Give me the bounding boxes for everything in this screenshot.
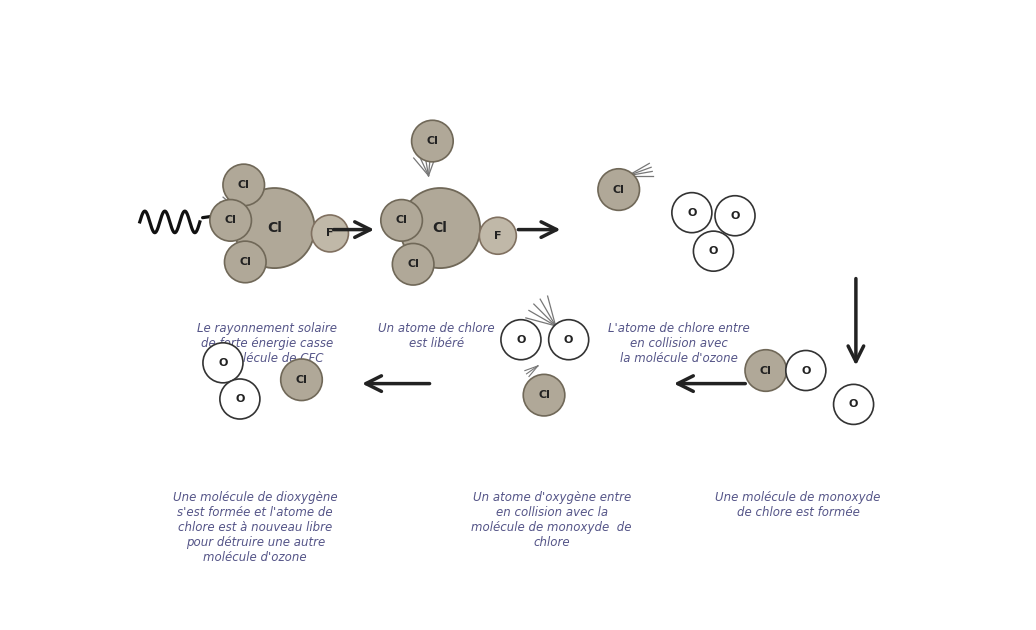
Circle shape xyxy=(234,188,315,268)
Text: Cl: Cl xyxy=(612,185,625,195)
Circle shape xyxy=(381,200,423,241)
Circle shape xyxy=(225,241,266,283)
Circle shape xyxy=(210,200,252,241)
Text: O: O xyxy=(516,335,525,345)
Circle shape xyxy=(745,350,786,391)
Circle shape xyxy=(400,188,480,268)
Text: F: F xyxy=(326,229,334,238)
Text: Le rayonnement solaire
de forte énergie casse
la molécule de CFC: Le rayonnement solaire de forte énergie … xyxy=(197,322,337,365)
Circle shape xyxy=(220,379,260,419)
Text: O: O xyxy=(219,358,228,368)
Text: Un atome d'oxygène entre
en collision avec la
molécule de monoxyde  de
chlore: Un atome d'oxygène entre en collision av… xyxy=(471,491,632,549)
Text: Cl: Cl xyxy=(239,257,251,267)
Text: Un atome de chlore
est libéré: Un atome de chlore est libéré xyxy=(378,322,494,350)
Text: Cl: Cl xyxy=(407,260,420,269)
Text: Cl: Cl xyxy=(225,215,236,226)
Text: Cl: Cl xyxy=(295,375,308,385)
Circle shape xyxy=(312,215,348,252)
Text: O: O xyxy=(687,208,696,217)
Circle shape xyxy=(411,120,453,162)
Circle shape xyxy=(281,359,322,401)
Text: O: O xyxy=(235,394,244,404)
Text: Cl: Cl xyxy=(538,390,550,400)
Circle shape xyxy=(715,196,755,236)
Circle shape xyxy=(480,217,516,255)
Text: O: O xyxy=(709,246,718,256)
Text: Cl: Cl xyxy=(759,365,772,375)
Text: L'atome de chlore entre
en collision avec
la molécule d'ozone: L'atome de chlore entre en collision ave… xyxy=(608,322,750,365)
Circle shape xyxy=(786,350,826,391)
Circle shape xyxy=(672,193,712,232)
Circle shape xyxy=(549,319,588,360)
Text: Une molécule de monoxyde
de chlore est formée: Une molécule de monoxyde de chlore est f… xyxy=(716,491,881,519)
Circle shape xyxy=(523,374,565,416)
Text: Une molécule de dioxygène
s'est formée et l'atome de
chlore est à nouveau libre
: Une molécule de dioxygène s'est formée e… xyxy=(173,491,338,564)
Circle shape xyxy=(693,231,733,271)
Text: Cl: Cl xyxy=(267,221,282,235)
Text: F: F xyxy=(494,231,501,241)
Circle shape xyxy=(834,384,873,425)
Text: Cl: Cl xyxy=(427,136,438,146)
Circle shape xyxy=(223,164,264,206)
Circle shape xyxy=(393,243,434,285)
Text: O: O xyxy=(848,399,858,410)
Text: Cl: Cl xyxy=(433,221,448,235)
Text: O: O xyxy=(564,335,573,345)
Circle shape xyxy=(501,319,541,360)
Circle shape xyxy=(203,343,243,383)
Text: O: O xyxy=(801,365,810,375)
Circle shape xyxy=(598,169,639,210)
Text: Cl: Cl xyxy=(238,180,250,190)
Text: Cl: Cl xyxy=(396,215,407,226)
Text: O: O xyxy=(730,211,740,220)
